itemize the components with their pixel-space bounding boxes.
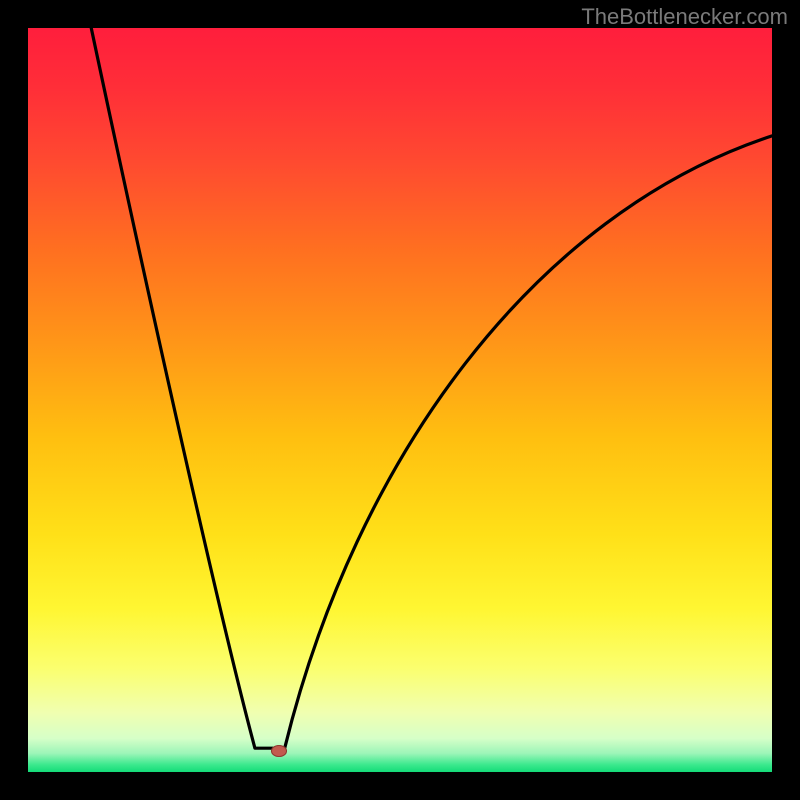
watermark-text: TheBottlenecker.com — [581, 4, 788, 30]
optimal-point-marker — [271, 745, 287, 757]
bottleneck-curve — [0, 0, 800, 800]
chart-frame: TheBottlenecker.com — [0, 0, 800, 800]
